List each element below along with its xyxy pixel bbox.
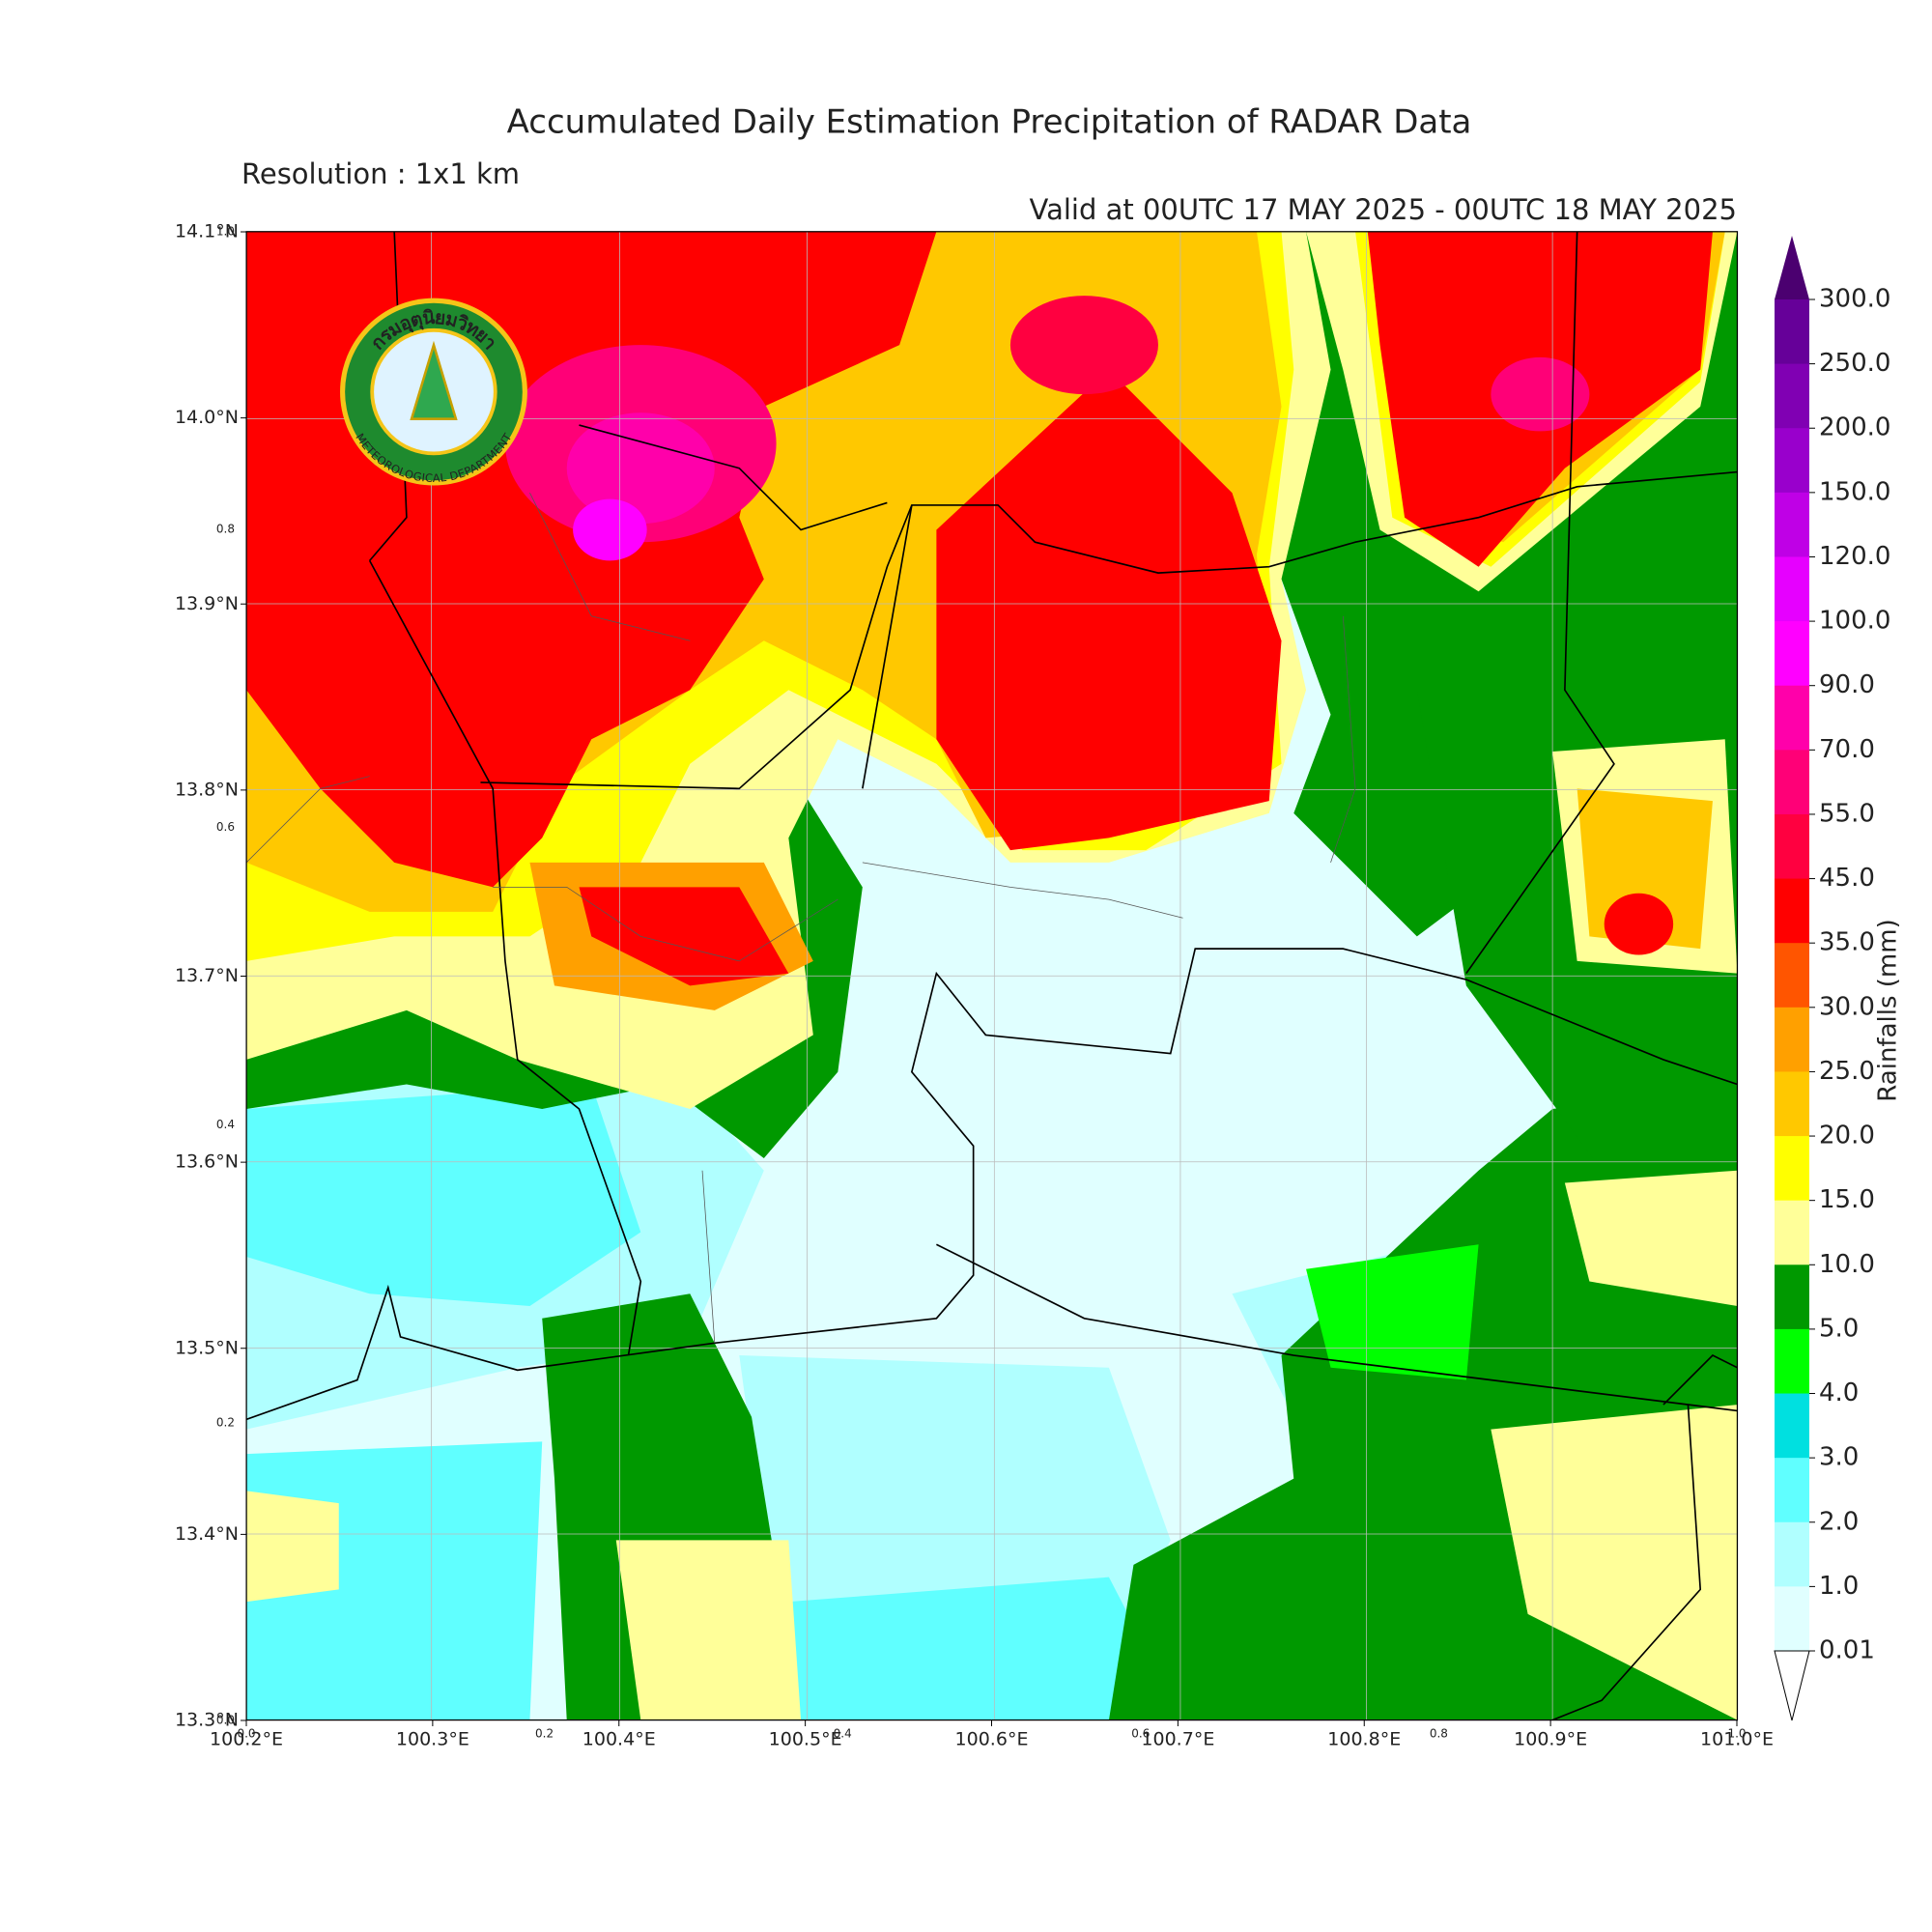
- colorbar-label: 25.0: [1819, 1057, 1875, 1086]
- precip-field: [246, 231, 1738, 1720]
- valid-time: Valid at 00UTC 17 MAY 2025 - 00UTC 18 MA…: [1029, 193, 1737, 226]
- colorbar-label: 55.0: [1819, 799, 1875, 828]
- resolution: Resolution : 1x1 km: [242, 157, 520, 190]
- frac-x-label: 0.0: [237, 1727, 255, 1741]
- colorbar-over: [1775, 236, 1809, 299]
- colorbar-label: 3.0: [1819, 1443, 1859, 1472]
- colorbar-swatch: [1775, 1586, 1809, 1652]
- colorbar-swatch: [1775, 1136, 1809, 1202]
- colorbar-swatch: [1775, 428, 1809, 494]
- y-tick-label: 13.5°N: [175, 1337, 239, 1358]
- x-tick-label: 100.6°E: [955, 1729, 1029, 1750]
- y-tick-label: 13.8°N: [175, 779, 239, 800]
- x-tick-label: 100.8°E: [1327, 1729, 1401, 1750]
- colorbar-swatch: [1775, 556, 1809, 622]
- title: Accumulated Daily Estimation Precipitati…: [507, 103, 1472, 142]
- y-tick-label: 14.0°N: [175, 407, 239, 428]
- y-tick-label: 14.1°N: [175, 221, 239, 242]
- x-tick-label: 100.9°E: [1514, 1729, 1587, 1750]
- frac-y-label: 1.0: [216, 225, 235, 239]
- y-tick-label: 13.9°N: [175, 593, 239, 614]
- y-tick-label: 13.6°N: [175, 1151, 239, 1173]
- colorbar-label: 70.0: [1819, 735, 1875, 764]
- colorbar-swatch: [1775, 813, 1809, 880]
- colorbar-swatch: [1775, 1458, 1809, 1523]
- colorbar-label: 90.0: [1819, 670, 1875, 699]
- colorbar-label: 30.0: [1819, 992, 1875, 1021]
- colorbar-title: Rainfalls (mm): [1874, 919, 1903, 1101]
- frac-x-label: 0.8: [1430, 1727, 1448, 1741]
- logo: กรมอุตุนิยมวิทยา METEOROLOGICAL DEPARTME…: [340, 298, 527, 486]
- colorbar-swatch: [1775, 1007, 1809, 1072]
- colorbar-label: 120.0: [1819, 542, 1890, 571]
- x-tick-label: 100.2°E: [210, 1729, 283, 1750]
- colorbar-label: 15.0: [1819, 1185, 1875, 1214]
- colorbar-label: 1.0: [1819, 1572, 1859, 1601]
- colorbar-label: 150.0: [1819, 477, 1890, 506]
- frac-y-label: 0.4: [216, 1118, 235, 1131]
- colorbar-label: 4.0: [1819, 1378, 1859, 1407]
- frac-y-label: 0.2: [216, 1415, 235, 1429]
- colorbar-label: 300.0: [1819, 285, 1890, 314]
- colorbar-label: 250.0: [1819, 349, 1890, 378]
- colorbar-swatch: [1775, 1200, 1809, 1265]
- colorbar-swatch: [1775, 685, 1809, 751]
- colorbar-swatch: [1775, 1071, 1809, 1137]
- colorbar-label: 5.0: [1819, 1314, 1859, 1343]
- axes: 14.1°N 14.0°N 13.9°N 13.8°N 13.7°N 13.6°N 13.5…: [175, 221, 1774, 1750]
- frac-y-label: 0.6: [216, 820, 235, 834]
- frac-y-label: 0.0: [216, 1714, 235, 1727]
- colorbar-swatch: [1775, 1328, 1809, 1395]
- colorbar-label: 45.0: [1819, 864, 1875, 893]
- colorbar-under: [1774, 1650, 1810, 1721]
- boundaries: [246, 231, 1738, 1720]
- colorbar-swatch: [1775, 1521, 1809, 1587]
- colorbar-label: 10.0: [1819, 1250, 1875, 1279]
- colorbar-swatch: [1775, 1393, 1809, 1459]
- map: กรมอุตุนิยมวิทยา METEOROLOGICAL DEPARTME…: [245, 231, 1739, 1721]
- map-frame: [245, 231, 1739, 1721]
- colorbar-label: 20.0: [1819, 1122, 1875, 1151]
- colorbar-swatch: [1775, 750, 1809, 815]
- colorbar-swatch: [1775, 878, 1809, 944]
- colorbar-label: 35.0: [1819, 928, 1875, 957]
- colorbar-swatch: [1775, 621, 1809, 687]
- colorbar-swatch: [1775, 943, 1809, 1009]
- x-tick-label: 100.3°E: [396, 1729, 469, 1750]
- logo-emblem: [410, 340, 458, 420]
- colorbar: 300.0 250.0 200.0 150.0 120.0 100.0 90.0 70.0 55…: [1774, 236, 1903, 1721]
- frac-x-label: 0.4: [834, 1727, 852, 1741]
- x-tick-label: 100.5°E: [769, 1729, 842, 1750]
- colorbar-swatch: [1775, 492, 1809, 557]
- y-tick-label: 13.3°N: [175, 1710, 239, 1731]
- colorbar-swatch: [1775, 363, 1809, 429]
- frac-y-label: 0.8: [216, 523, 235, 536]
- grid: [246, 231, 1738, 1720]
- frac-x-label: 0.6: [1131, 1727, 1150, 1741]
- x-tick-label: 100.7°E: [1141, 1729, 1214, 1750]
- frac-x-label: 0.2: [535, 1727, 554, 1741]
- colorbar-label: 2.0: [1819, 1507, 1859, 1536]
- frac-x-label: 1.0: [1727, 1727, 1746, 1741]
- colorbar-swatch: [1775, 1264, 1809, 1330]
- y-tick-label: 13.7°N: [175, 965, 239, 986]
- x-tick-label: 101.0°E: [1700, 1729, 1774, 1750]
- colorbar-label: 200.0: [1819, 413, 1890, 442]
- colorbar-label: 100.0: [1819, 607, 1890, 636]
- y-tick-label: 13.4°N: [175, 1523, 239, 1545]
- colorbar-label: 0.01: [1819, 1636, 1875, 1665]
- colorbar-swatch: [1775, 299, 1809, 365]
- x-tick-label: 100.4°E: [582, 1729, 656, 1750]
